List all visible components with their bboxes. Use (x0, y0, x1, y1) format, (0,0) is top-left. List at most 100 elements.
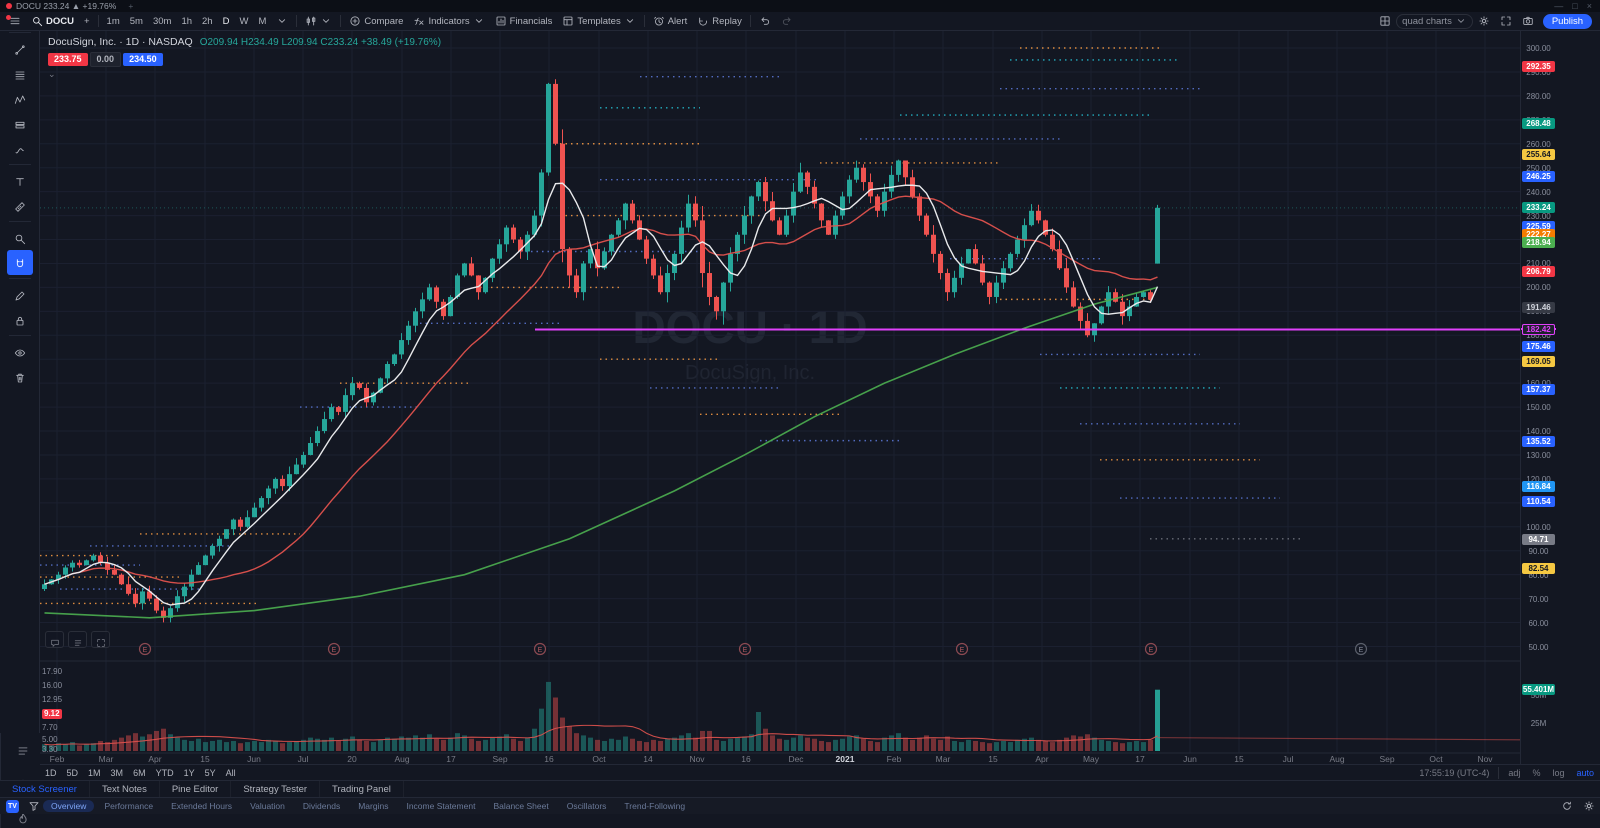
maximize-pane-button[interactable] (91, 631, 110, 648)
screener-refresh-button[interactable] (1556, 799, 1578, 814)
range-3M[interactable]: 3M (110, 767, 124, 778)
ruler-tool-button[interactable] (7, 193, 33, 218)
fullscreen-button[interactable] (1495, 14, 1517, 29)
publish-button[interactable]: Publish (1542, 13, 1592, 29)
price-label: 50.00 (1528, 642, 1549, 652)
screener-settings-button[interactable] (1578, 799, 1600, 814)
brush-tool-button[interactable] (7, 136, 33, 161)
interval-1m[interactable]: 1m (106, 15, 120, 27)
adjust-toggle[interactable]: adj (1508, 767, 1521, 778)
tab-title[interactable]: DOCU 233.24 ▲ +19.76% (16, 1, 117, 11)
screener-tab-oscillators[interactable]: Oscillators (566, 801, 607, 811)
range-6M[interactable]: 6M (133, 767, 146, 778)
hotlists-panel-button[interactable] (10, 809, 36, 828)
text-tool-button[interactable] (7, 168, 33, 193)
interval-5m[interactable]: 5m (129, 15, 143, 27)
trash-tool-button[interactable] (7, 364, 33, 389)
panel-tab-strategy-tester[interactable]: Strategy Tester (231, 781, 321, 797)
redo-button[interactable] (776, 14, 798, 29)
range-1M[interactable]: 1M (88, 767, 101, 778)
trash-icon (14, 371, 26, 383)
object-tree-button[interactable] (68, 631, 87, 648)
fib-retracement-tool-button[interactable] (7, 61, 33, 86)
percent-toggle[interactable]: % (1532, 767, 1541, 778)
snapshot-button[interactable] (1517, 14, 1539, 29)
settings-button[interactable] (1473, 14, 1495, 29)
symbol-search-button[interactable]: DOCU (26, 14, 79, 29)
screener-tab-income-statement[interactable]: Income Statement (406, 801, 476, 811)
watchlist-panel-button[interactable] (10, 741, 36, 761)
screener-tab-performance[interactable]: Performance (104, 801, 154, 811)
range-YTD[interactable]: YTD (155, 767, 174, 778)
undo-button[interactable] (754, 14, 776, 29)
svg-text:E: E (332, 647, 337, 654)
maximize-icon[interactable]: □ (1572, 1, 1578, 11)
zoom-tool-button[interactable] (7, 225, 33, 250)
xabcd-pattern-tool-button[interactable] (7, 86, 33, 111)
financials-button[interactable]: Financials (490, 14, 558, 29)
new-tab-button[interactable]: + (128, 1, 134, 11)
screener-tab-extended-hours[interactable]: Extended Hours (171, 801, 233, 811)
replay-button[interactable]: Replay (692, 14, 747, 29)
symbol-description[interactable]: DocuSign, Inc. · 1D · NASDAQ (48, 36, 193, 48)
interval-30m[interactable]: 30m (152, 15, 172, 27)
chat-button[interactable] (45, 631, 64, 648)
panel-tab-stock-screener[interactable]: Stock Screener (0, 781, 90, 797)
tradingview-logo[interactable]: TV (6, 799, 19, 813)
chart-plot-area[interactable]: DocuSign, Inc. · 1D · NASDAQ O209.94 H23… (40, 31, 1520, 764)
time-label: Feb (49, 754, 65, 764)
eye-tool-button[interactable] (7, 339, 33, 364)
long-position-tool-button[interactable] (7, 111, 33, 136)
log-toggle[interactable]: log (1552, 767, 1565, 778)
chart-type-button[interactable] (300, 14, 337, 29)
indicators-button[interactable]: Indicators (408, 14, 489, 29)
screener-tab-overview[interactable]: Overview (43, 800, 95, 812)
trend-line-tool-button[interactable] (7, 36, 33, 61)
buy-button[interactable]: 234.50 (123, 53, 163, 66)
panel-tab-trading-panel[interactable]: Trading Panel (320, 781, 404, 797)
interval-W[interactable]: W (239, 15, 249, 27)
refresh-icon (1561, 800, 1573, 812)
auto-toggle[interactable]: auto (1576, 767, 1594, 778)
range-1D[interactable]: 1D (45, 767, 57, 778)
price-axis[interactable]: 50.0060.0070.0080.0090.00100.00110.00120… (1520, 31, 1556, 764)
add-symbol-button[interactable]: + (83, 15, 90, 27)
sell-button[interactable]: 233.75 (48, 53, 88, 66)
templates-button[interactable]: Templates (557, 14, 640, 29)
lock-tool-button[interactable] (7, 307, 33, 332)
interval-chevron[interactable] (271, 14, 293, 29)
range-All[interactable]: All (225, 767, 236, 778)
range-1Y[interactable]: 1Y (183, 767, 195, 778)
magnet-tool-button[interactable] (6, 250, 33, 275)
interval-1h[interactable]: 1h (181, 15, 193, 27)
panel-tab-pine-editor[interactable]: Pine Editor (160, 781, 232, 797)
screener-tab-valuation[interactable]: Valuation (250, 801, 285, 811)
interval-2h[interactable]: 2h (202, 15, 213, 27)
interval-M[interactable]: M (258, 15, 267, 27)
range-5D[interactable]: 5D (66, 767, 79, 778)
collapse-legend-button[interactable]: ⌄ (48, 69, 56, 79)
redo-icon (781, 15, 793, 27)
interval-D[interactable]: D (222, 15, 230, 27)
svg-text:DocuSign, Inc.: DocuSign, Inc. (685, 362, 815, 384)
layout-button[interactable] (1374, 14, 1396, 29)
alert-button[interactable]: Alert (648, 14, 693, 29)
screener-tab-trend-following[interactable]: Trend-Following (624, 801, 686, 811)
close-icon[interactable]: × (1586, 1, 1592, 11)
screener-tab-margins[interactable]: Margins (358, 801, 389, 811)
layout-name-button[interactable]: quad charts (1396, 13, 1473, 29)
screener-tab-dividends[interactable]: Dividends (302, 801, 341, 811)
range-5Y[interactable]: 5Y (204, 767, 216, 778)
menu-button[interactable] (4, 14, 26, 29)
screener-filter-button[interactable] (25, 799, 43, 814)
chart-canvas[interactable]: DOCU · 1D DocuSign, Inc. E E E E E E E (40, 31, 1520, 764)
panel-tab-text-notes[interactable]: Text Notes (90, 781, 160, 797)
volume-left-label: 17.90 (42, 667, 63, 676)
compare-button[interactable]: Compare (344, 14, 408, 29)
minimize-icon[interactable]: — (1554, 1, 1564, 11)
time-label: Mar (935, 754, 951, 764)
clock[interactable]: 17:55:19 (UTC-4) (1419, 767, 1490, 778)
trend-line-icon (14, 43, 26, 55)
screener-tab-balance-sheet[interactable]: Balance Sheet (493, 801, 549, 811)
pencil-tool-button[interactable] (7, 282, 33, 307)
